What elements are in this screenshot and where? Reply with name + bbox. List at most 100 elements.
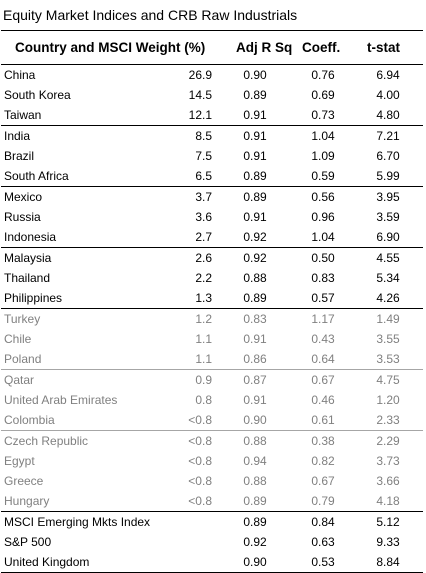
adj-r-sq-cell: 0.87	[217, 369, 293, 390]
t-stat-cell: 1.20	[376, 393, 400, 407]
country-cell: Colombia	[4, 413, 55, 427]
t-stat-cell: 3.55	[376, 332, 400, 346]
coeff-cell: 1.04	[311, 230, 335, 244]
adj-r-sq-cell: 0.91	[243, 108, 267, 122]
country-cell: South Africa	[4, 169, 69, 183]
adj-r-sq-cell: 0.88	[217, 430, 293, 451]
adj-r-sq-cell: 0.91	[217, 125, 293, 146]
t-stat-cell: 9.33	[376, 535, 400, 549]
table-row: India 8.5 0.91 1.04 7.21	[1, 125, 423, 146]
coeff-cell: 0.76	[311, 68, 335, 82]
coeff-cell: 0.79	[311, 494, 335, 508]
table-row: Russia 3.6 0.91 0.96 3.59	[1, 207, 423, 227]
country-cell: Philippines	[4, 291, 63, 305]
country-cell: India	[1, 125, 161, 146]
country-cell: United Arab Emirates	[4, 393, 118, 407]
coeff-cell: 0.43	[311, 332, 335, 346]
country-cell: Russia	[4, 210, 41, 224]
weight-cell	[161, 511, 217, 532]
country-cell: Greece	[4, 474, 44, 488]
adj-r-sq-cell: 0.89	[217, 186, 293, 207]
coeff-cell: 0.57	[311, 291, 335, 305]
coeff-cell: 0.53	[293, 552, 353, 573]
adj-r-sq-cell: 0.83	[217, 308, 293, 329]
coeff-cell: 0.67	[311, 474, 335, 488]
adj-r-sq-cell: 0.91	[243, 332, 267, 346]
coeff-cell: 1.04	[293, 125, 353, 146]
country-cell: Chile	[4, 332, 32, 346]
t-stat-cell: 3.73	[376, 454, 400, 468]
weight-cell: 14.5	[188, 88, 212, 102]
header-coeff: Coeff.	[293, 30, 353, 65]
weight-cell: 3.6	[195, 210, 212, 224]
table-row: Thailand 2.2 0.88 0.83 5.34	[1, 268, 423, 288]
adj-r-sq-cell: 0.88	[243, 474, 267, 488]
weight-cell: 8.5	[161, 125, 217, 146]
country-cell: Malaysia	[1, 247, 161, 268]
country-cell: Czech Republic	[1, 430, 161, 451]
t-stat-cell: 4.75	[353, 369, 423, 390]
coeff-cell: 0.83	[311, 271, 335, 285]
t-stat-cell: 4.80	[376, 108, 400, 122]
weight-cell: <0.8	[188, 413, 212, 427]
results-table: Country and MSCI Weight (%) Adj R Sq. Co…	[1, 30, 423, 573]
country-cell: Hungary	[4, 494, 50, 508]
weight-cell: 2.6	[161, 247, 217, 268]
header-country-weight: Country and MSCI Weight (%)	[1, 30, 217, 65]
adj-r-sq-cell: 0.86	[243, 352, 267, 366]
adj-r-sq-cell: 0.90	[217, 552, 293, 573]
table-row: Greece <0.8 0.88 0.67 3.66	[1, 471, 423, 491]
t-stat-cell: 6.94	[376, 68, 400, 82]
weight-cell	[161, 552, 217, 573]
adj-r-sq-cell: 0.89	[243, 291, 267, 305]
coeff-cell: 0.63	[311, 535, 335, 549]
header-row: Country and MSCI Weight (%) Adj R Sq. Co…	[1, 30, 423, 65]
table-row: Indonesia 2.7 0.92 1.04 6.90	[1, 227, 423, 248]
table-title: Equity Market Indices and CRB Raw Indust…	[3, 7, 298, 23]
weight-cell: 0.8	[195, 393, 212, 407]
t-stat-cell: 4.18	[376, 494, 400, 508]
t-stat-cell: 4.00	[376, 88, 400, 102]
weight-cell: 12.1	[188, 108, 212, 122]
weight-cell: 0.9	[161, 369, 217, 390]
adj-r-sq-cell: 0.92	[217, 247, 293, 268]
table-row: Czech Republic <0.8 0.88 0.38 2.29	[1, 430, 423, 451]
weight-cell: 7.5	[195, 149, 212, 163]
table-row: South Korea 14.5 0.89 0.69 4.00	[1, 85, 423, 105]
weight-cell: 1.1	[195, 352, 212, 366]
coeff-cell: 0.50	[293, 247, 353, 268]
adj-r-sq-cell: 0.92	[243, 230, 267, 244]
adj-r-sq-cell: 0.90	[243, 413, 267, 427]
header-adj-r-sq: Adj R Sq.	[217, 30, 293, 65]
weight-cell	[161, 532, 217, 552]
coeff-cell: 0.73	[311, 108, 335, 122]
adj-r-sq-cell: 0.89	[243, 494, 267, 508]
table-row: South Africa 6.5 0.89 0.59 5.99	[1, 166, 423, 187]
adj-r-sq-cell: 0.91	[243, 149, 267, 163]
country-cell: S&P 500	[4, 535, 52, 549]
coeff-cell: 0.84	[293, 511, 353, 532]
t-stat-cell: 6.70	[376, 149, 400, 163]
table-row: Poland 1.1 0.86 0.64 3.53	[1, 349, 423, 370]
t-stat-cell: 7.21	[353, 125, 423, 146]
table-row: Taiwan 12.1 0.91 0.73 4.80	[1, 105, 423, 126]
t-stat-cell: 4.26	[376, 291, 400, 305]
t-stat-cell: 6.90	[376, 230, 400, 244]
country-cell: Egypt	[4, 454, 35, 468]
coeff-cell: 0.67	[293, 369, 353, 390]
coeff-cell: 0.59	[311, 169, 335, 183]
t-stat-cell: 3.66	[376, 474, 400, 488]
country-cell: Thailand	[4, 271, 51, 285]
adj-r-sq-cell: 0.89	[243, 169, 267, 183]
coeff-cell: 0.46	[311, 393, 335, 407]
t-stat-cell: 5.99	[376, 169, 400, 183]
coeff-cell: 0.56	[293, 186, 353, 207]
weight-cell: 1.3	[195, 291, 212, 305]
coeff-cell: 0.64	[311, 352, 335, 366]
weight-cell: 1.2	[161, 308, 217, 329]
t-stat-cell: 3.59	[376, 210, 400, 224]
adj-r-sq-cell: 0.89	[217, 511, 293, 532]
adj-r-sq-cell: 0.90	[243, 68, 267, 82]
table-row: Philippines 1.3 0.89 0.57 4.26	[1, 288, 423, 309]
table-row: United Kingdom 0.90 0.53 8.84	[1, 552, 423, 573]
